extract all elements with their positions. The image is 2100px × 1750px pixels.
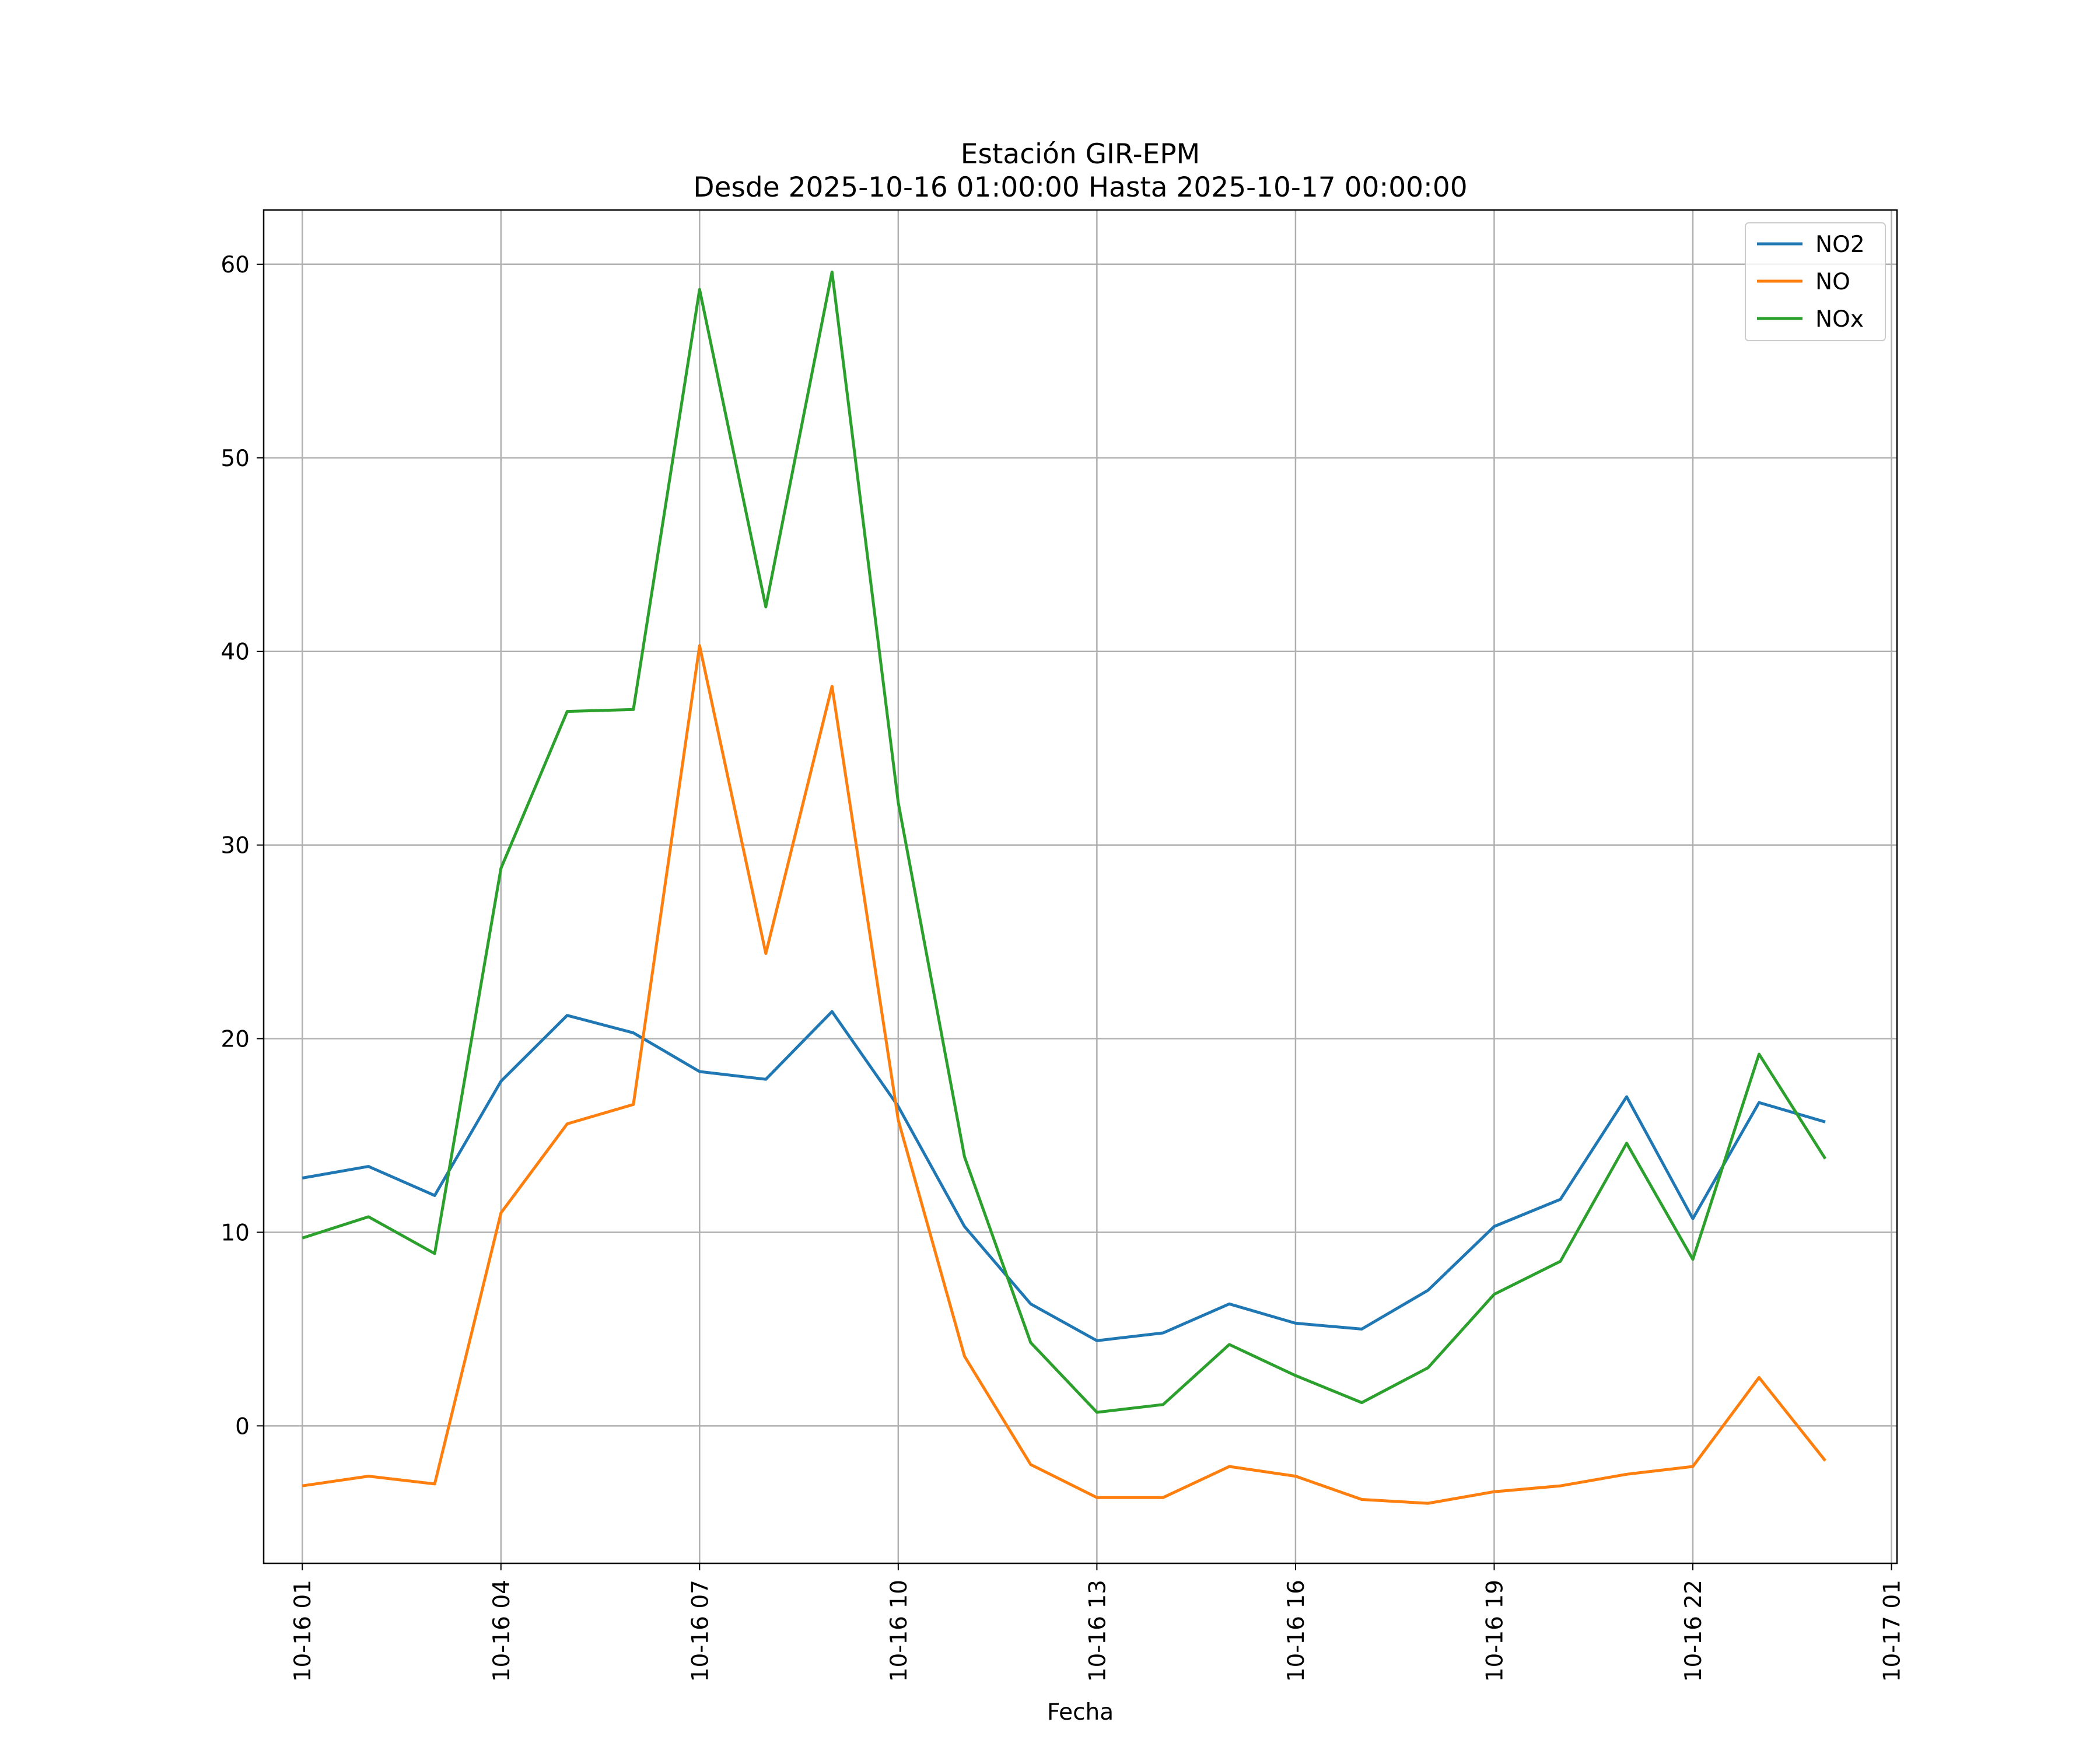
series-line-nox: [302, 270, 1827, 1414]
plot-frame: [262, 209, 1898, 1564]
x-tick-label: 10-16 16: [1283, 1580, 1310, 1682]
y-tick-label: 60: [220, 252, 250, 278]
grid: [264, 210, 1897, 1563]
y-tick-label: 20: [220, 1027, 250, 1053]
x-tick-label: 10-17 01: [1880, 1580, 1906, 1682]
y-tick-label: 40: [220, 639, 250, 666]
legend-label: NO: [1815, 269, 1850, 295]
x-tick-label: 10-16 13: [1084, 1580, 1111, 1682]
legend: NO2 NO NOx: [1745, 222, 1886, 341]
legend-label: NO2: [1815, 232, 1865, 258]
x-axis: 10-16 01 10-16 04 10-16 07 10-16 10 10-16 13…: [290, 1563, 1906, 1682]
plot-lines: [302, 270, 1827, 1505]
legend-label: NOx: [1815, 306, 1864, 332]
x-tick-label: 10-16 04: [489, 1580, 515, 1682]
x-tick-label: 10-16 22: [1681, 1580, 1707, 1682]
chart-title: Estación GIR-EPM: [961, 138, 1200, 170]
chart-subtitle: Desde 2025-10-16 01:00:00 Hasta 2025-10-…: [693, 172, 1467, 204]
x-tick-label: 10-16 10: [886, 1580, 912, 1682]
y-tick-label: 10: [220, 1220, 250, 1246]
x-axis-label: Fecha: [1047, 1699, 1114, 1726]
legend-box: [1745, 222, 1886, 341]
y-axis: 0 10 20 30 40 50 60: [220, 252, 264, 1440]
x-tick-label: 10-16 19: [1482, 1580, 1508, 1682]
x-tick-label: 10-16 07: [687, 1580, 713, 1682]
y-tick-label: 30: [220, 833, 250, 859]
y-tick-label: 0: [235, 1413, 250, 1440]
series-line-no: [302, 644, 1826, 1505]
y-tick-label: 50: [220, 446, 250, 472]
x-tick-label: 10-16 01: [290, 1580, 316, 1682]
series-line-no2: [302, 1010, 1826, 1342]
